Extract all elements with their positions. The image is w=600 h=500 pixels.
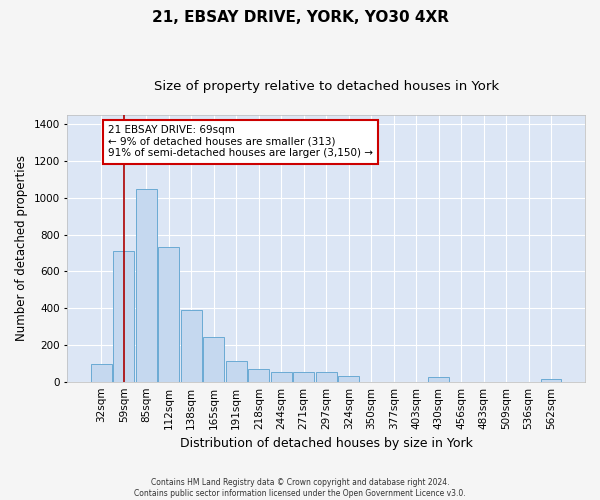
Bar [226,362,247,382]
Bar [293,372,314,382]
Text: 21, EBSAY DRIVE, YORK, YO30 4XR: 21, EBSAY DRIVE, YORK, YO30 4XR [151,10,449,25]
Bar [203,336,224,382]
Bar [541,379,562,382]
Bar [91,364,112,382]
Bar [248,369,269,382]
Bar [338,376,359,382]
Bar [271,372,292,382]
Bar [428,376,449,382]
Title: Size of property relative to detached houses in York: Size of property relative to detached ho… [154,80,499,93]
Bar [136,190,157,382]
Bar [113,251,134,382]
Y-axis label: Number of detached properties: Number of detached properties [15,156,28,342]
Bar [158,248,179,382]
X-axis label: Distribution of detached houses by size in York: Distribution of detached houses by size … [180,437,473,450]
Bar [181,310,202,382]
Bar [316,372,337,382]
Text: Contains HM Land Registry data © Crown copyright and database right 2024.
Contai: Contains HM Land Registry data © Crown c… [134,478,466,498]
Text: 21 EBSAY DRIVE: 69sqm
← 9% of detached houses are smaller (313)
91% of semi-deta: 21 EBSAY DRIVE: 69sqm ← 9% of detached h… [108,125,373,158]
